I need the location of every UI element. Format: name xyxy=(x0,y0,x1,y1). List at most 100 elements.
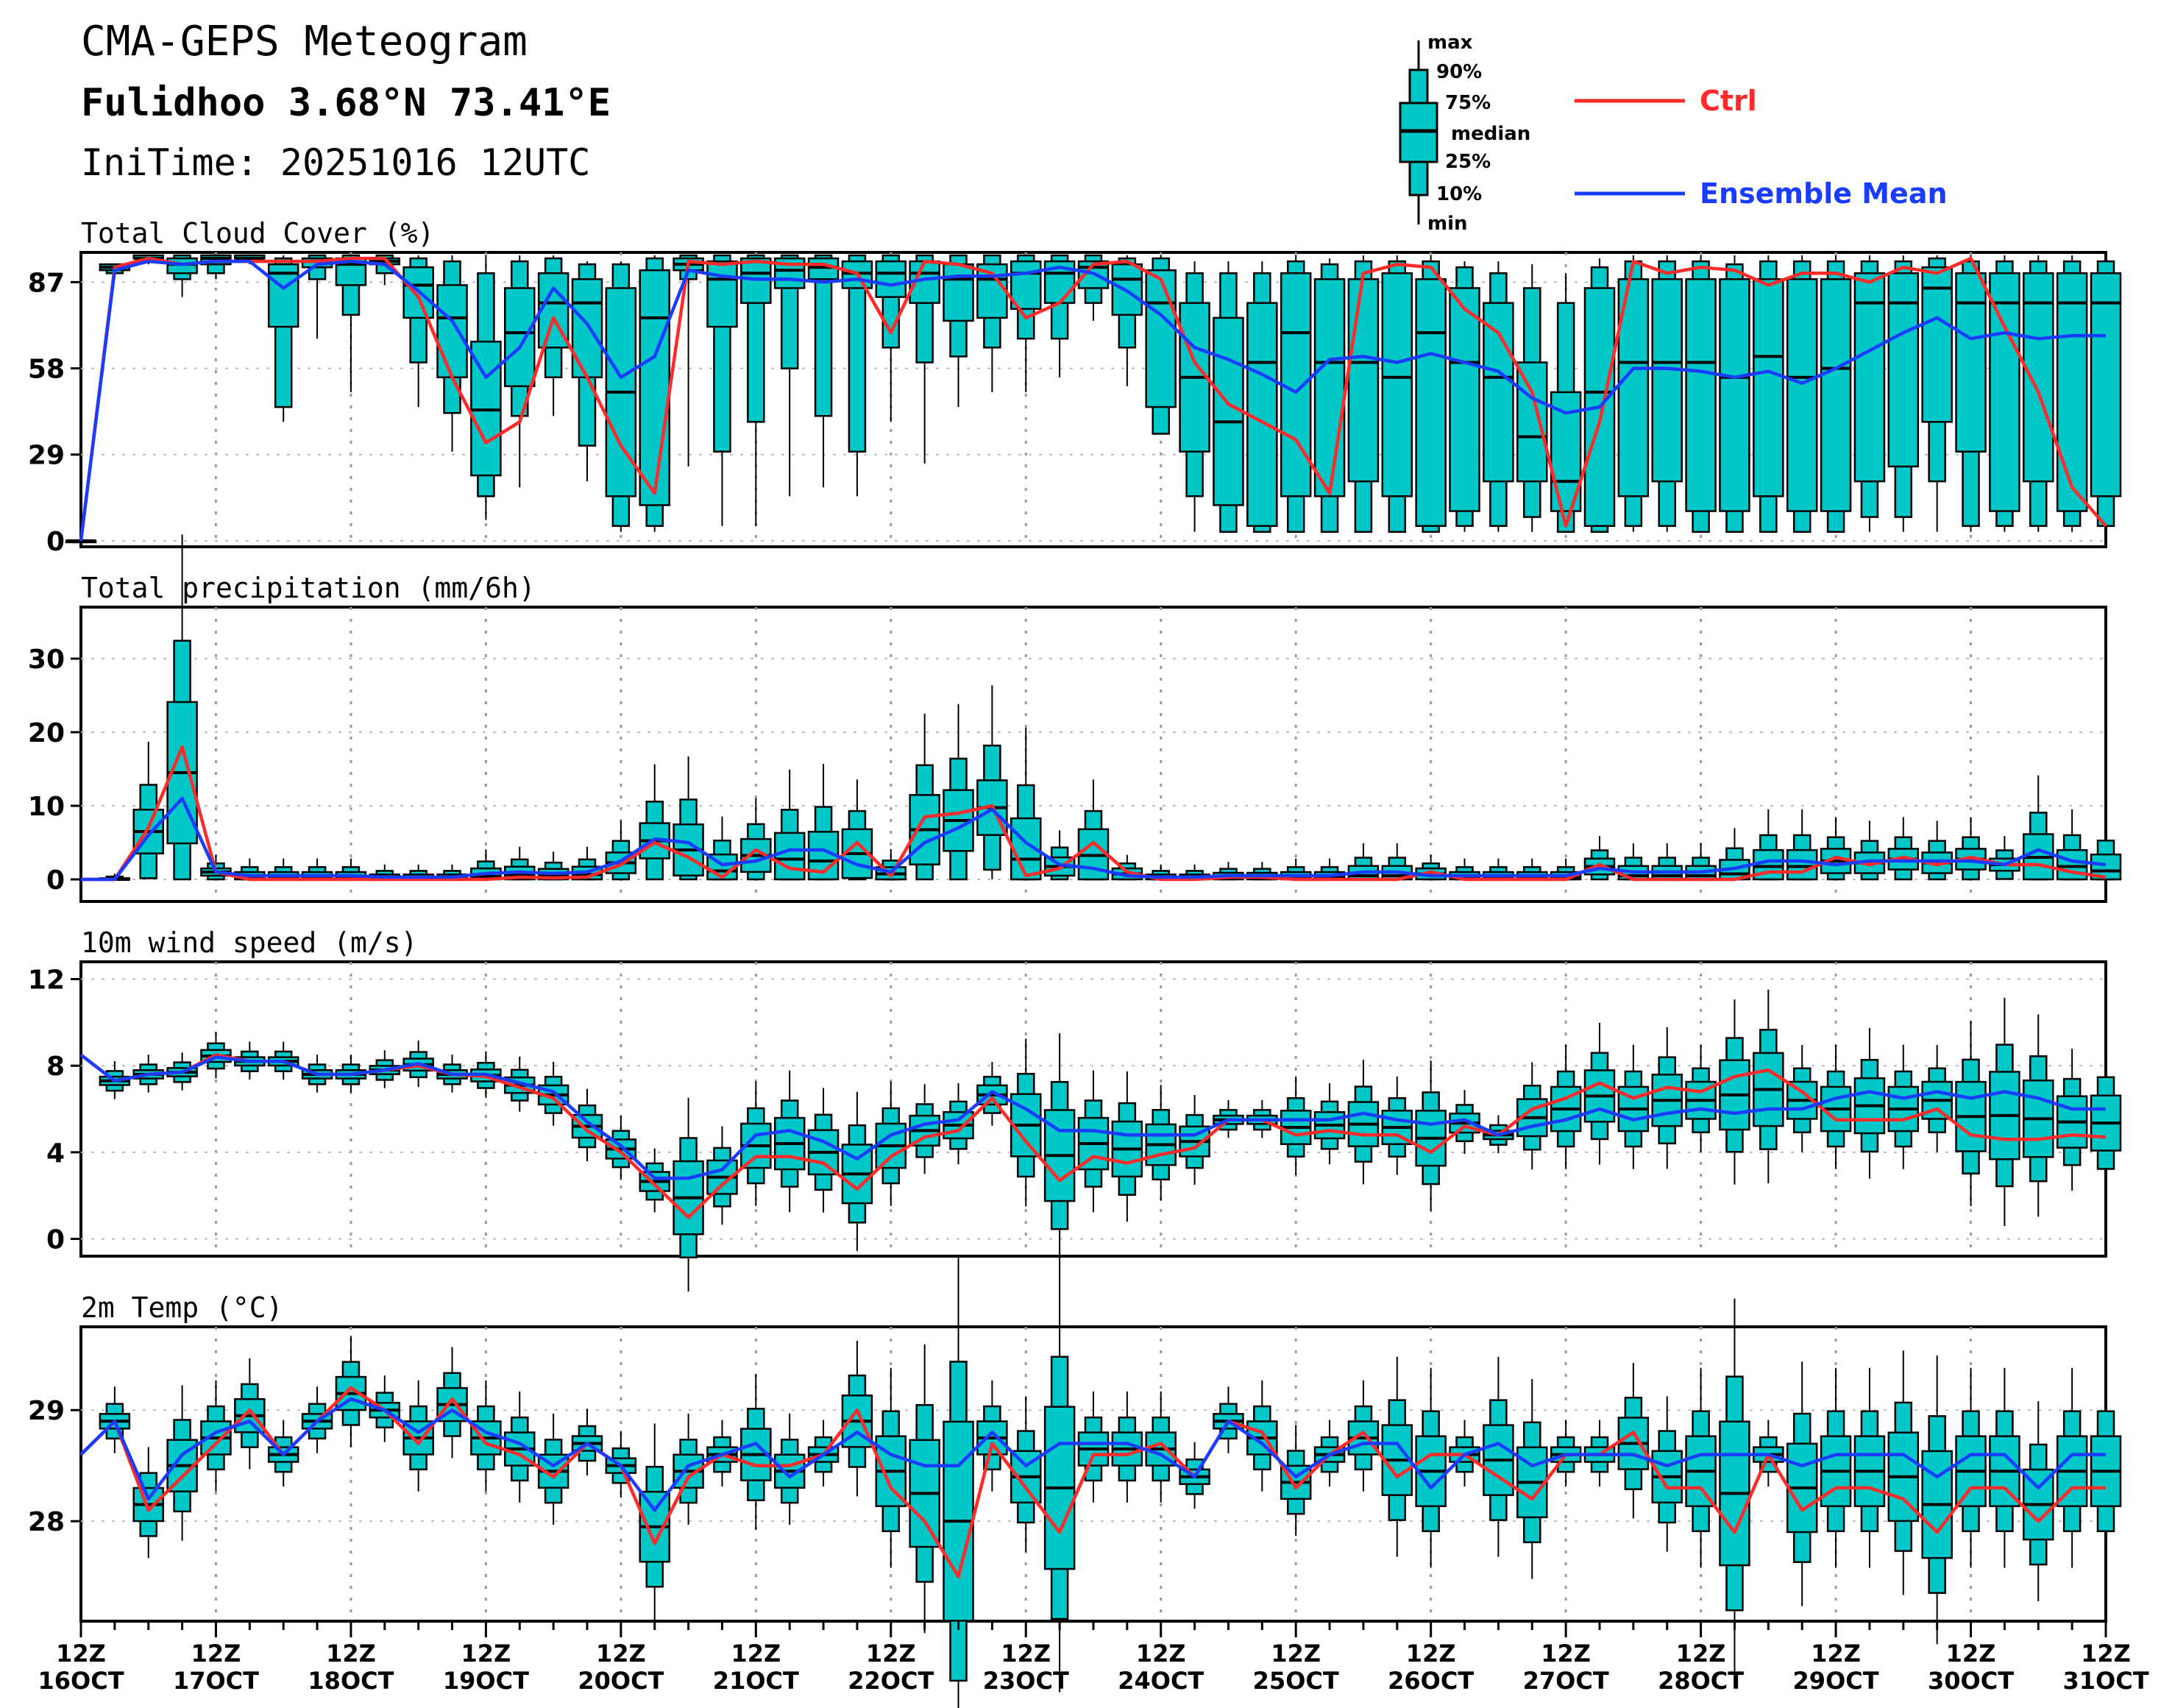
box-whisker xyxy=(1415,1367,1447,1568)
box-whisker xyxy=(909,1084,940,1174)
box-whisker xyxy=(1043,1270,1076,1693)
box-25-75 xyxy=(2023,272,2054,483)
box-whisker xyxy=(706,254,738,526)
box-10-90 xyxy=(848,254,867,453)
box-whisker xyxy=(1753,809,1784,881)
box-whisker xyxy=(976,685,1008,879)
ensemble-mean-line xyxy=(79,1053,2106,1180)
box-whisker xyxy=(301,254,333,339)
y-tick-label: 30 xyxy=(28,645,65,675)
x-tick-label-date: 16OCT xyxy=(38,1667,124,1695)
box-whisker xyxy=(673,1097,704,1291)
box-whisker xyxy=(166,1385,198,1541)
panel-3: 10m wind speed (m/s) 0 4 8 12 xyxy=(28,926,2122,1291)
box-25-75 xyxy=(1753,278,1784,497)
box-whisker xyxy=(402,1380,434,1492)
x-tick-label-time: 12Z xyxy=(1136,1640,1186,1668)
box-whisker xyxy=(773,254,806,497)
station-label: Fulidhoo 3.68°N 73.41°E xyxy=(81,81,611,125)
box-25-75 xyxy=(1887,272,1920,468)
y-tick-label: 12 xyxy=(28,965,65,996)
box-whisker xyxy=(1887,1044,1920,1169)
box-whisker xyxy=(1820,817,1852,881)
x-tick-label-date: 30OCT xyxy=(1928,1667,2014,1695)
x-tick-label-time: 12Z xyxy=(1406,1640,1456,1668)
box-25-75 xyxy=(1313,278,1346,497)
box-whisker xyxy=(1685,1045,1717,1152)
box-25-75 xyxy=(1145,269,1177,408)
ensemble-mean-line xyxy=(79,1397,2106,1512)
box-25-75 xyxy=(1989,272,2020,512)
box-25-75 xyxy=(1516,361,1548,483)
x-tick-label-date: 18OCT xyxy=(308,1667,394,1695)
legend-min: min xyxy=(1427,213,1468,235)
box-whisker xyxy=(436,1347,468,1459)
ensemble-mean-line xyxy=(79,259,2106,542)
box-whisker xyxy=(1043,254,1076,378)
legend-ens-label: Ensemble Mean xyxy=(1700,177,1948,210)
box-whisker xyxy=(1685,843,1717,881)
box-whisker xyxy=(234,254,266,265)
box-whisker xyxy=(1347,255,1380,534)
box-whisker xyxy=(639,764,670,881)
box-whisker xyxy=(740,798,772,881)
x-tick-label-date: 25OCT xyxy=(1253,1667,1339,1695)
box-whisker xyxy=(571,261,603,482)
box-whisker xyxy=(1583,836,1616,881)
x-tick-label-date: 24OCT xyxy=(1118,1667,1204,1695)
box-whisker xyxy=(1483,261,1514,532)
box-whisker xyxy=(267,255,299,422)
box-whisker xyxy=(2056,255,2088,532)
box-whisker xyxy=(1347,1060,1380,1185)
box-whisker xyxy=(1010,254,1042,392)
legend-p75: 75% xyxy=(1445,92,1491,114)
y-tick-label: 29 xyxy=(28,1396,65,1426)
y-tick-label: 0 xyxy=(46,865,65,896)
panel-4: 2m Temp (°C) 28 29 xyxy=(28,1258,2122,1708)
x-tick-label-time: 12Z xyxy=(191,1640,241,1668)
box-whisker xyxy=(1617,1363,1650,1519)
box-whisker xyxy=(1685,255,1717,534)
x-tick-label-date: 23OCT xyxy=(983,1667,1069,1695)
line-legend: Ctrl Ensemble Mean xyxy=(1575,85,1948,210)
box-25-75 xyxy=(1449,287,1480,512)
box-whisker xyxy=(807,1088,840,1213)
box-25-75 xyxy=(504,287,536,388)
box-whisker xyxy=(1381,1356,1413,1557)
box-whisker xyxy=(1719,828,1750,881)
x-tick-label-time: 12Z xyxy=(1541,1640,1591,1668)
box-whisker xyxy=(639,255,670,532)
box-25-75 xyxy=(267,263,299,328)
y-tick-label: 0 xyxy=(46,527,65,557)
box-whisker xyxy=(1111,255,1143,386)
box-whisker xyxy=(1145,255,1177,435)
box-whisker xyxy=(1989,997,2020,1227)
box-whisker xyxy=(1719,1298,1750,1676)
box-whisker xyxy=(1651,1027,1683,1169)
box-whisker xyxy=(841,1091,873,1251)
box-25-75 xyxy=(1213,316,1244,506)
box-10-90 xyxy=(814,254,833,417)
box-whisker xyxy=(773,1070,806,1213)
box-whisker xyxy=(1719,999,1750,1185)
y-tick-label: 28 xyxy=(28,1507,65,1537)
box-whisker xyxy=(1921,1355,1953,1645)
box-whisker xyxy=(1111,1391,1143,1503)
box-whisker xyxy=(1820,1044,1852,1169)
box-25-75 xyxy=(2090,853,2122,881)
x-tick-label-time: 12Z xyxy=(56,1640,106,1668)
box-whisker xyxy=(605,821,637,881)
box-25-75 xyxy=(1853,272,1886,483)
x-tick-label-time: 12Z xyxy=(1271,1640,1321,1668)
box-25-75 xyxy=(2090,272,2122,497)
x-tick-label-time: 12Z xyxy=(731,1640,781,1668)
box-whisker xyxy=(1415,1060,1447,1211)
box-25-75 xyxy=(1786,848,1818,881)
box-whisker xyxy=(1651,1396,1683,1552)
box-whisker xyxy=(639,1148,670,1213)
x-tick-label-date: 22OCT xyxy=(848,1667,934,1695)
legend-median: median xyxy=(1451,123,1530,145)
box-whisker xyxy=(1077,779,1110,881)
box-whisker xyxy=(571,1088,603,1162)
